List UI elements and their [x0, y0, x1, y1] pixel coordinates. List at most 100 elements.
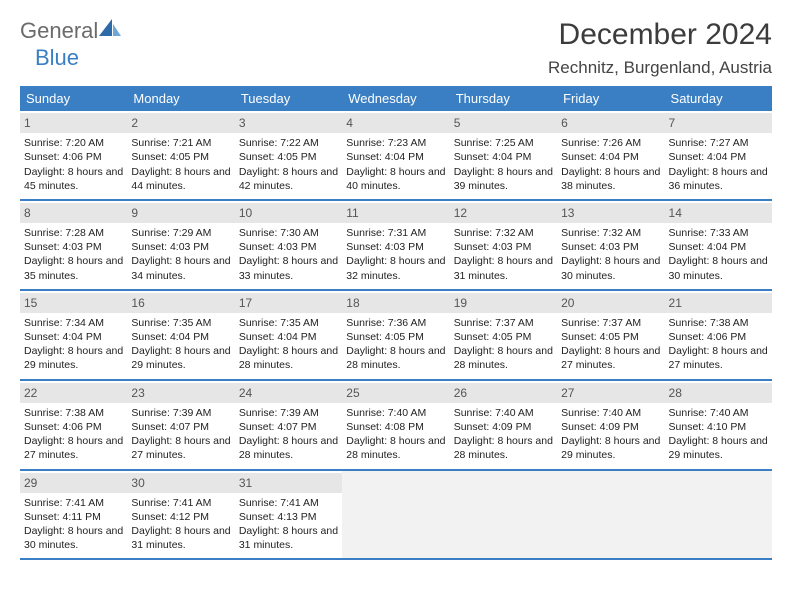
day-cell: 27 Sunrise: 7:40 AMSunset: 4:09 PMDayligh… — [557, 381, 664, 469]
day-cell-empty — [557, 471, 664, 559]
weekday-header: Thursday — [450, 86, 557, 111]
daylight-line: Daylight: 8 hours and 42 minutes. — [239, 165, 338, 193]
day-cell: 21Sunrise: 7:38 AMSunset: 4:06 PMDayligh… — [665, 291, 772, 379]
header: General December 2024 Rechnitz, Burgenla… — [20, 18, 772, 78]
sunrise-line: Sunrise: 7:41 AM — [24, 496, 123, 510]
daylight-line: Daylight: 8 hours and 34 minutes. — [131, 254, 230, 282]
week-row: 29Sunrise: 7:41 AMSunset: 4:11 PMDayligh… — [20, 471, 772, 561]
day-cell: 14Sunrise: 7:33 AMSunset: 4:04 PMDayligh… — [665, 201, 772, 289]
daylight-line: Daylight: 8 hours and 30 minutes. — [669, 254, 768, 282]
day-number: 30 — [127, 473, 234, 493]
daylight-line: Daylight: 8 hours and 45 minutes. — [24, 165, 123, 193]
weekday-header: Friday — [557, 86, 664, 111]
sunset-line: Sunset: 4:03 PM — [131, 240, 230, 254]
day-number: 19 — [450, 293, 557, 313]
sunrise-line: Sunrise: 7:34 AM — [24, 316, 123, 330]
day-cell: 6Sunrise: 7:26 AMSunset: 4:04 PMDaylight… — [557, 111, 664, 199]
daylight-line: Daylight: 8 hours and 27 minutes. — [24, 434, 123, 462]
sunrise-line: Sunrise: 7:27 AM — [669, 136, 768, 150]
day-cell: 22Sunrise: 7:38 AMSunset: 4:06 PMDayligh… — [20, 381, 127, 469]
daylight-line: Daylight: 8 hours and 29 minutes. — [561, 434, 660, 462]
day-cell: 13Sunrise: 7:32 AMSunset: 4:03 PMDayligh… — [557, 201, 664, 289]
sunset-line: Sunset: 4:10 PM — [669, 420, 768, 434]
weekday-header: Tuesday — [235, 86, 342, 111]
logo-word1: General — [20, 18, 98, 44]
daylight-line: Daylight: 8 hours and 32 minutes. — [346, 254, 445, 282]
sunset-line: Sunset: 4:04 PM — [561, 150, 660, 164]
day-cell: 3Sunrise: 7:22 AMSunset: 4:05 PMDaylight… — [235, 111, 342, 199]
sunrise-line: Sunrise: 7:23 AM — [346, 136, 445, 150]
day-cell-empty — [450, 471, 557, 559]
sunrise-line: Sunrise: 7:39 AM — [131, 406, 230, 420]
sunrise-line: Sunrise: 7:29 AM — [131, 226, 230, 240]
sunset-line: Sunset: 4:07 PM — [131, 420, 230, 434]
day-cell: 2Sunrise: 7:21 AMSunset: 4:05 PMDaylight… — [127, 111, 234, 199]
sunrise-line: Sunrise: 7:22 AM — [239, 136, 338, 150]
day-number: 25 — [342, 383, 449, 403]
page-title: December 2024 — [548, 18, 772, 52]
day-cell: 17Sunrise: 7:35 AMSunset: 4:04 PMDayligh… — [235, 291, 342, 379]
sunrise-line: Sunrise: 7:36 AM — [346, 316, 445, 330]
sunrise-line: Sunrise: 7:30 AM — [239, 226, 338, 240]
day-number: 5 — [450, 113, 557, 133]
daylight-line: Daylight: 8 hours and 30 minutes. — [561, 254, 660, 282]
daylight-line: Daylight: 8 hours and 28 minutes. — [346, 434, 445, 462]
sunrise-line: Sunrise: 7:28 AM — [24, 226, 123, 240]
sunrise-line: Sunrise: 7:35 AM — [131, 316, 230, 330]
title-block: December 2024 Rechnitz, Burgenland, Aust… — [548, 18, 772, 78]
sunset-line: Sunset: 4:05 PM — [561, 330, 660, 344]
day-cell: 19Sunrise: 7:37 AMSunset: 4:05 PMDayligh… — [450, 291, 557, 379]
day-cell: 7Sunrise: 7:27 AMSunset: 4:04 PMDaylight… — [665, 111, 772, 199]
day-number: 27 — [557, 383, 664, 403]
location-label: Rechnitz, Burgenland, Austria — [548, 58, 772, 78]
daylight-line: Daylight: 8 hours and 44 minutes. — [131, 165, 230, 193]
sunrise-line: Sunrise: 7:32 AM — [561, 226, 660, 240]
day-cell: 11Sunrise: 7:31 AMSunset: 4:03 PMDayligh… — [342, 201, 449, 289]
sunrise-line: Sunrise: 7:40 AM — [561, 406, 660, 420]
sunset-line: Sunset: 4:09 PM — [561, 420, 660, 434]
sunset-line: Sunset: 4:04 PM — [669, 150, 768, 164]
sunrise-line: Sunrise: 7:33 AM — [669, 226, 768, 240]
day-cell: 30Sunrise: 7:41 AMSunset: 4:12 PMDayligh… — [127, 471, 234, 559]
sunset-line: Sunset: 4:03 PM — [24, 240, 123, 254]
day-cell-empty — [665, 471, 772, 559]
daylight-line: Daylight: 8 hours and 27 minutes. — [561, 344, 660, 372]
daylight-line: Daylight: 8 hours and 28 minutes. — [346, 344, 445, 372]
daylight-line: Daylight: 8 hours and 31 minutes. — [239, 524, 338, 552]
sunrise-line: Sunrise: 7:26 AM — [561, 136, 660, 150]
weekday-header: Saturday — [665, 86, 772, 111]
week-row: 15Sunrise: 7:34 AMSunset: 4:04 PMDayligh… — [20, 291, 772, 381]
sunset-line: Sunset: 4:03 PM — [239, 240, 338, 254]
daylight-line: Daylight: 8 hours and 38 minutes. — [561, 165, 660, 193]
sunset-line: Sunset: 4:09 PM — [454, 420, 553, 434]
sunrise-line: Sunrise: 7:37 AM — [454, 316, 553, 330]
daylight-line: Daylight: 8 hours and 28 minutes. — [239, 434, 338, 462]
sunset-line: Sunset: 4:04 PM — [669, 240, 768, 254]
day-cell: 12Sunrise: 7:32 AMSunset: 4:03 PMDayligh… — [450, 201, 557, 289]
daylight-line: Daylight: 8 hours and 29 minutes. — [131, 344, 230, 372]
day-number: 11 — [342, 203, 449, 223]
day-cell: 5Sunrise: 7:25 AMSunset: 4:04 PMDaylight… — [450, 111, 557, 199]
day-number: 15 — [20, 293, 127, 313]
sunset-line: Sunset: 4:08 PM — [346, 420, 445, 434]
day-number: 21 — [665, 293, 772, 313]
sunset-line: Sunset: 4:06 PM — [669, 330, 768, 344]
week-row: 1Sunrise: 7:20 AMSunset: 4:06 PMDaylight… — [20, 111, 772, 201]
daylight-line: Daylight: 8 hours and 31 minutes. — [131, 524, 230, 552]
sunrise-line: Sunrise: 7:21 AM — [131, 136, 230, 150]
day-cell-empty — [342, 471, 449, 559]
daylight-line: Daylight: 8 hours and 29 minutes. — [669, 434, 768, 462]
sunset-line: Sunset: 4:12 PM — [131, 510, 230, 524]
sunset-line: Sunset: 4:05 PM — [346, 330, 445, 344]
day-number: 9 — [127, 203, 234, 223]
day-number: 28 — [665, 383, 772, 403]
sunrise-line: Sunrise: 7:31 AM — [346, 226, 445, 240]
day-cell: 29Sunrise: 7:41 AMSunset: 4:11 PMDayligh… — [20, 471, 127, 559]
day-number: 1 — [20, 113, 127, 133]
daylight-line: Daylight: 8 hours and 28 minutes. — [239, 344, 338, 372]
sunset-line: Sunset: 4:06 PM — [24, 150, 123, 164]
day-number: 24 — [235, 383, 342, 403]
day-cell: 24Sunrise: 7:39 AMSunset: 4:07 PMDayligh… — [235, 381, 342, 469]
sunrise-line: Sunrise: 7:38 AM — [669, 316, 768, 330]
day-number: 13 — [557, 203, 664, 223]
